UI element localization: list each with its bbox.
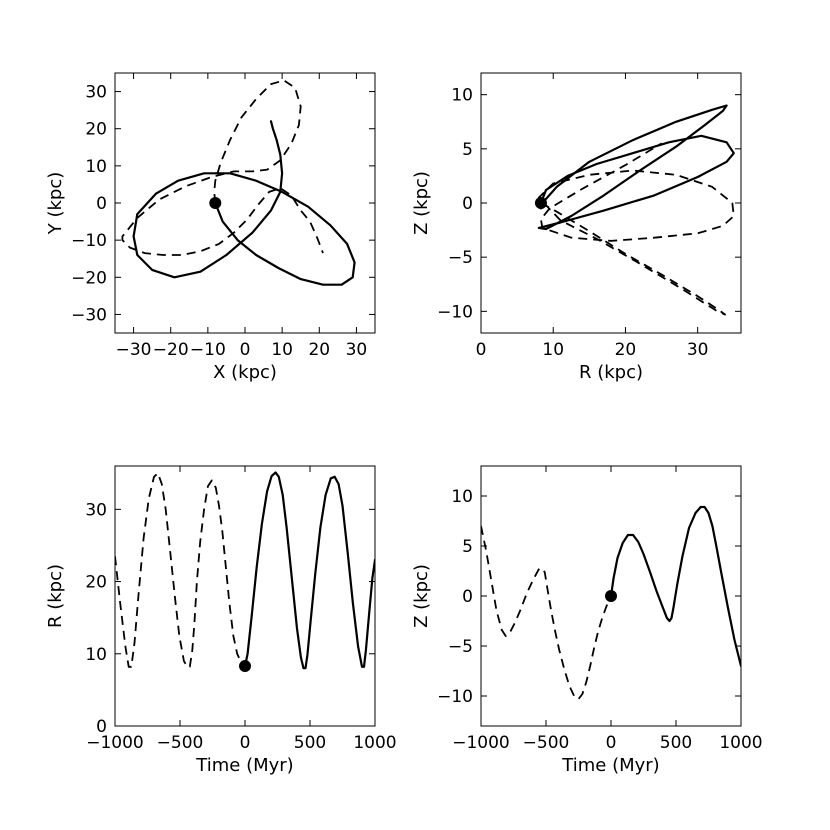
x-tick-label: −1000 <box>86 733 144 753</box>
x-tick-label: −20 <box>153 340 189 360</box>
y-tick-label: 10 <box>85 157 107 177</box>
past-orbit-line <box>115 472 246 668</box>
y-tick-label: 0 <box>462 587 473 607</box>
x-axis-label: X (kpc) <box>213 362 277 383</box>
x-tick-label: 1000 <box>353 733 396 753</box>
x-tick-label: 30 <box>346 340 368 360</box>
y-axis-label: Y (kpc) <box>45 172 66 236</box>
x-tick-label: −500 <box>523 733 570 753</box>
x-tick-label: 30 <box>687 340 709 360</box>
y-tick-label: 0 <box>462 194 473 214</box>
y-tick-label: −10 <box>71 231 107 251</box>
x-tick-label: 20 <box>308 340 330 360</box>
past-orbit-line <box>481 525 612 700</box>
y-tick-label: 30 <box>85 500 107 520</box>
y-tick-label: 0 <box>96 194 107 214</box>
y-tick-label: 10 <box>451 487 473 507</box>
x-axis-label: Time (Myr) <box>561 755 659 776</box>
y-tick-label: 10 <box>451 86 473 106</box>
sun-marker <box>605 590 617 602</box>
panel-rz: 0 10 20 30 −10 −5 0 5 10 R (kpc) Z (kpc) <box>411 72 742 383</box>
panel-tr: −1000 −500 0 500 1000 0 10 20 30 Time (Myr) R (kpc… <box>45 465 397 776</box>
y-tick-label: 10 <box>85 645 107 665</box>
sun-marker <box>209 197 222 209</box>
future-orbit-line <box>537 104 735 231</box>
x-tick-label: 0 <box>240 733 251 753</box>
y-tick-label: 20 <box>85 120 107 140</box>
future-orbit-line <box>132 120 356 286</box>
y-tick-label: −10 <box>437 687 473 707</box>
x-tick-label: 0 <box>606 733 617 753</box>
x-tick-label: 10 <box>542 340 564 360</box>
x-tick-label: −1000 <box>452 733 510 753</box>
future-orbit-line <box>609 505 741 668</box>
y-tick-label: 30 <box>85 83 107 103</box>
y-axis-label: Z (kpc) <box>411 171 432 235</box>
y-tick-label: −10 <box>437 302 473 322</box>
x-tick-label: 10 <box>271 340 293 360</box>
y-tick-label: −5 <box>448 637 473 657</box>
x-tick-label: −30 <box>116 340 152 360</box>
y-tick-label: −5 <box>448 248 473 268</box>
axes-frame <box>114 465 376 727</box>
past-orbit-line <box>121 79 324 256</box>
x-tick-label: 1000 <box>719 733 762 753</box>
sun-marker <box>534 197 547 209</box>
y-tick-label: 5 <box>462 140 473 160</box>
x-tick-label: 20 <box>615 340 637 360</box>
sun-marker <box>239 660 251 673</box>
y-tick-label: 0 <box>96 717 107 737</box>
y-tick-label: −30 <box>71 305 107 325</box>
y-axis-label: R (kpc) <box>45 564 66 628</box>
past-orbit-line <box>537 142 735 316</box>
y-axis-label: Z (kpc) <box>411 564 432 628</box>
y-tick-label: 20 <box>85 573 107 593</box>
panel-tz: −1000 −500 0 500 1000 −10 −5 0 5 10 Time (Myr) Z (k… <box>411 465 763 776</box>
x-tick-label: 0 <box>476 340 487 360</box>
y-tick-label: 5 <box>462 537 473 557</box>
x-tick-label: −500 <box>157 733 204 753</box>
x-tick-label: 0 <box>240 340 251 360</box>
y-tick-label: −20 <box>71 268 107 288</box>
x-tick-label: 500 <box>660 733 692 753</box>
x-tick-label: −10 <box>190 340 226 360</box>
x-axis-label: R (kpc) <box>579 362 643 383</box>
x-tick-label: 500 <box>294 733 326 753</box>
future-orbit-line <box>243 471 375 670</box>
x-axis-label: Time (Myr) <box>195 755 293 776</box>
